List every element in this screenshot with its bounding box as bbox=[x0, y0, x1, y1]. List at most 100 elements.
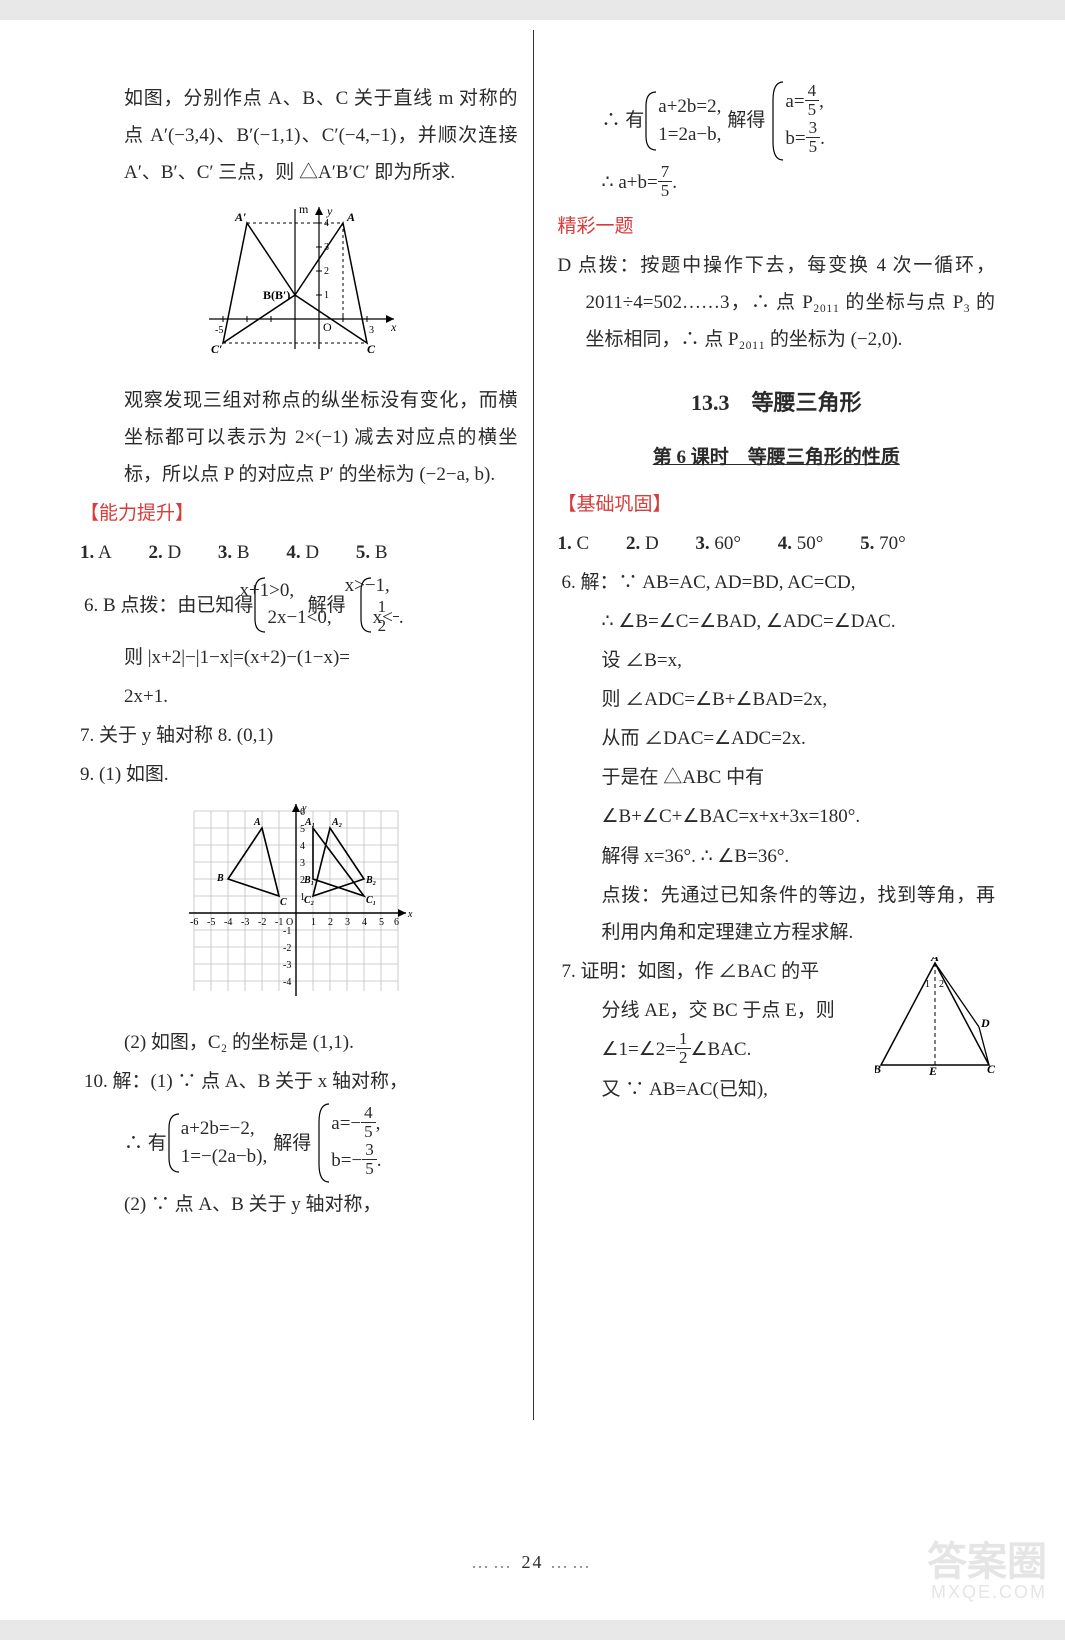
watermark-line2: MXQE.COM bbox=[927, 1583, 1047, 1602]
svg-text:A′: A′ bbox=[234, 210, 246, 224]
q7-8: 7. 关于 y 轴对称 8. (0,1) bbox=[80, 717, 518, 754]
b-ans4: 50° bbox=[797, 533, 824, 554]
q6-sys2-a: x>−1, bbox=[345, 575, 390, 596]
page: 如图，分别作点 A、B、C 关于直线 m 对称的点 A′(−3,4)、B′(−1… bbox=[0, 20, 1065, 1620]
left-column: 如图，分别作点 A、B、C 关于直线 m 对称的点 A′(−3,4)、B′(−1… bbox=[80, 80, 538, 1520]
section-basic: 【基础巩固】 bbox=[558, 486, 996, 523]
page-footer: …… 24 …… bbox=[0, 1545, 1065, 1580]
q6: 6. B 点拨：由已知得 x+1>0, 2x−1<0, 解得 x>−1, x<1… bbox=[80, 573, 518, 636]
q6-prefix: 6. B 点拨：由已知得 bbox=[112, 587, 253, 624]
svg-text:3: 3 bbox=[345, 917, 350, 928]
b-ans3: 60° bbox=[714, 533, 741, 554]
figure-2: x y O A B C A₁ A₂ B₁ B₂ C₁ C₂ -6-5-4-3-2… bbox=[80, 801, 518, 1014]
svg-text:1: 1 bbox=[300, 892, 305, 903]
cont-mid: 解得 bbox=[727, 102, 765, 139]
figure-1: m y x A A′ B(B′) C C′ O -5 3 4 3 2 bbox=[80, 199, 518, 372]
svg-text:2: 2 bbox=[324, 266, 329, 277]
svg-text:6: 6 bbox=[394, 917, 399, 928]
r-q6-l6: 于是在 △ABC 中有 bbox=[558, 759, 996, 796]
cont-s1b: 1=2a−b, bbox=[658, 124, 721, 145]
r-q6-l4: 则 ∠ADC=∠B+∠BAD=2x, bbox=[558, 681, 996, 718]
svg-text:3: 3 bbox=[324, 242, 329, 253]
svg-text:3: 3 bbox=[300, 858, 305, 869]
svg-text:3: 3 bbox=[369, 325, 374, 336]
svg-text:4: 4 bbox=[324, 218, 329, 229]
q6-line3: 2x+1. bbox=[80, 678, 518, 715]
columns: 如图，分别作点 A、B、C 关于直线 m 对称的点 A′(−3,4)、B′(−1… bbox=[80, 80, 995, 1520]
left-p2: 观察发现三组对称点的纵坐标没有变化，而横坐标都可以表示为 2×(−1) 减去对应… bbox=[80, 382, 518, 493]
cont-s1a: a+2b=2, bbox=[658, 96, 721, 117]
section-wonder: 精彩一题 bbox=[558, 208, 996, 245]
svg-text:C: C bbox=[987, 1062, 995, 1076]
svg-text:-5: -5 bbox=[207, 917, 215, 928]
q6-sys2-b: x<12. bbox=[373, 607, 404, 628]
svg-text:A: A bbox=[346, 210, 355, 224]
svg-text:E: E bbox=[928, 1064, 937, 1077]
cont-s2a: a=45, bbox=[785, 91, 823, 112]
svg-text:-4: -4 bbox=[283, 977, 291, 988]
section-13-3: 13.3 等腰三角形 bbox=[558, 382, 996, 425]
b-ans5: 70° bbox=[879, 533, 906, 554]
r-q6-l3: 设 ∠B=x, bbox=[558, 642, 996, 679]
q6-line2: 则 |x+2|−|1−x|=(x+2)−(1−x)= bbox=[80, 639, 518, 676]
svg-text:2: 2 bbox=[939, 979, 944, 990]
q10-head: 10. 解：(1) ∵ 点 A、B 关于 x 轴对称， bbox=[80, 1063, 518, 1100]
q10-sys: ∴ 有 a+2b=−2, 1=−(2a−b), 解得 a=−45, b=−35. bbox=[80, 1102, 518, 1184]
svg-text:D: D bbox=[980, 1016, 990, 1030]
wonder-body: D 点拨：按题中操作下去，每变换 4 次一循环，2011÷4=502……3，∴ … bbox=[558, 247, 996, 358]
svg-text:B(B′): B(B′) bbox=[263, 288, 290, 302]
cont-s2b: b=35. bbox=[785, 128, 824, 149]
svg-text:2: 2 bbox=[300, 875, 305, 886]
svg-text:-2: -2 bbox=[258, 917, 266, 928]
q6-sys1-a: x+1>0, bbox=[239, 580, 294, 601]
lesson-title: 第 6 课时 等腰三角形的性质 bbox=[558, 439, 996, 476]
svg-text:x: x bbox=[390, 320, 397, 334]
svg-text:-3: -3 bbox=[241, 917, 249, 928]
right-column: ∴ 有 a+2b=2, 1=2a−b, 解得 a=45, b=35. ∴ a+b… bbox=[538, 80, 996, 1520]
q9-2: (2) 如图，C₂ 的坐标是 (1,1). bbox=[80, 1024, 518, 1061]
svg-text:O: O bbox=[323, 320, 332, 334]
r-q6-l7: ∠B+∠C+∠BAC=x+x+3x=180°. bbox=[558, 798, 996, 835]
svg-text:C₁: C₁ bbox=[366, 895, 376, 906]
svg-text:-4: -4 bbox=[224, 917, 232, 928]
svg-text:-3: -3 bbox=[283, 960, 291, 971]
b-ans2: D bbox=[645, 533, 659, 554]
r-q7-block: A B C E D 1 2 7. 证明：如图，作 ∠BAC 的平 分线 AE，交… bbox=[558, 953, 996, 1108]
svg-text:-1: -1 bbox=[283, 926, 291, 937]
q10-sys1a: a+2b=−2, bbox=[181, 1118, 255, 1139]
column-divider bbox=[533, 30, 534, 1420]
svg-text:4: 4 bbox=[300, 841, 305, 852]
svg-text:B: B bbox=[216, 873, 224, 884]
svg-text:x: x bbox=[407, 909, 413, 920]
svg-text:C: C bbox=[367, 342, 376, 356]
svg-text:1: 1 bbox=[324, 290, 329, 301]
svg-text:B: B bbox=[875, 1062, 881, 1076]
q10-lead: ∴ 有 bbox=[124, 1125, 167, 1162]
svg-text:6: 6 bbox=[300, 807, 305, 818]
q10-sys2b: b=−35. bbox=[331, 1150, 381, 1171]
ans-3: B bbox=[237, 542, 250, 563]
svg-text:-5: -5 bbox=[215, 325, 223, 336]
svg-text:B₂: B₂ bbox=[365, 875, 376, 886]
svg-text:4: 4 bbox=[362, 917, 367, 928]
r-q6-l1: 6. 解：∵ AB=AC, AD=BD, AC=CD, bbox=[558, 564, 996, 601]
r-q6-l2: ∴ ∠B=∠C=∠BAD, ∠ADC=∠DAC. bbox=[558, 603, 996, 640]
b-ans1: C bbox=[577, 533, 590, 554]
r-q6-l9: 点拨：先通过已知条件的等边，找到等角，再利用内角和定理建立方程求解. bbox=[558, 877, 996, 951]
ans-2: D bbox=[167, 542, 181, 563]
left-p1: 如图，分别作点 A、B、C 关于直线 m 对称的点 A′(−3,4)、B′(−1… bbox=[80, 80, 518, 191]
svg-text:A₂: A₂ bbox=[331, 817, 342, 828]
basic-1-5: 1. C 2. D 3. 60° 4. 50° 5. 70° bbox=[558, 525, 996, 562]
q9-1: 9. (1) 如图. bbox=[80, 756, 518, 793]
section-ability: 【能力提升】 bbox=[80, 495, 518, 532]
svg-text:y: y bbox=[326, 204, 333, 218]
q10-sys1b: 1=−(2a−b), bbox=[181, 1146, 267, 1167]
svg-text:2: 2 bbox=[328, 917, 333, 928]
footer-dots-left: …… bbox=[471, 1552, 515, 1572]
svg-text:A: A bbox=[253, 817, 261, 828]
footer-dots-right: …… bbox=[550, 1552, 594, 1572]
svg-text:C′: C′ bbox=[211, 342, 222, 356]
right-cont: ∴ 有 a+2b=2, 1=2a−b, 解得 a=45, b=35. bbox=[558, 80, 996, 162]
ans-5: B bbox=[375, 542, 388, 563]
q10-sys2a: a=−45, bbox=[331, 1113, 380, 1134]
